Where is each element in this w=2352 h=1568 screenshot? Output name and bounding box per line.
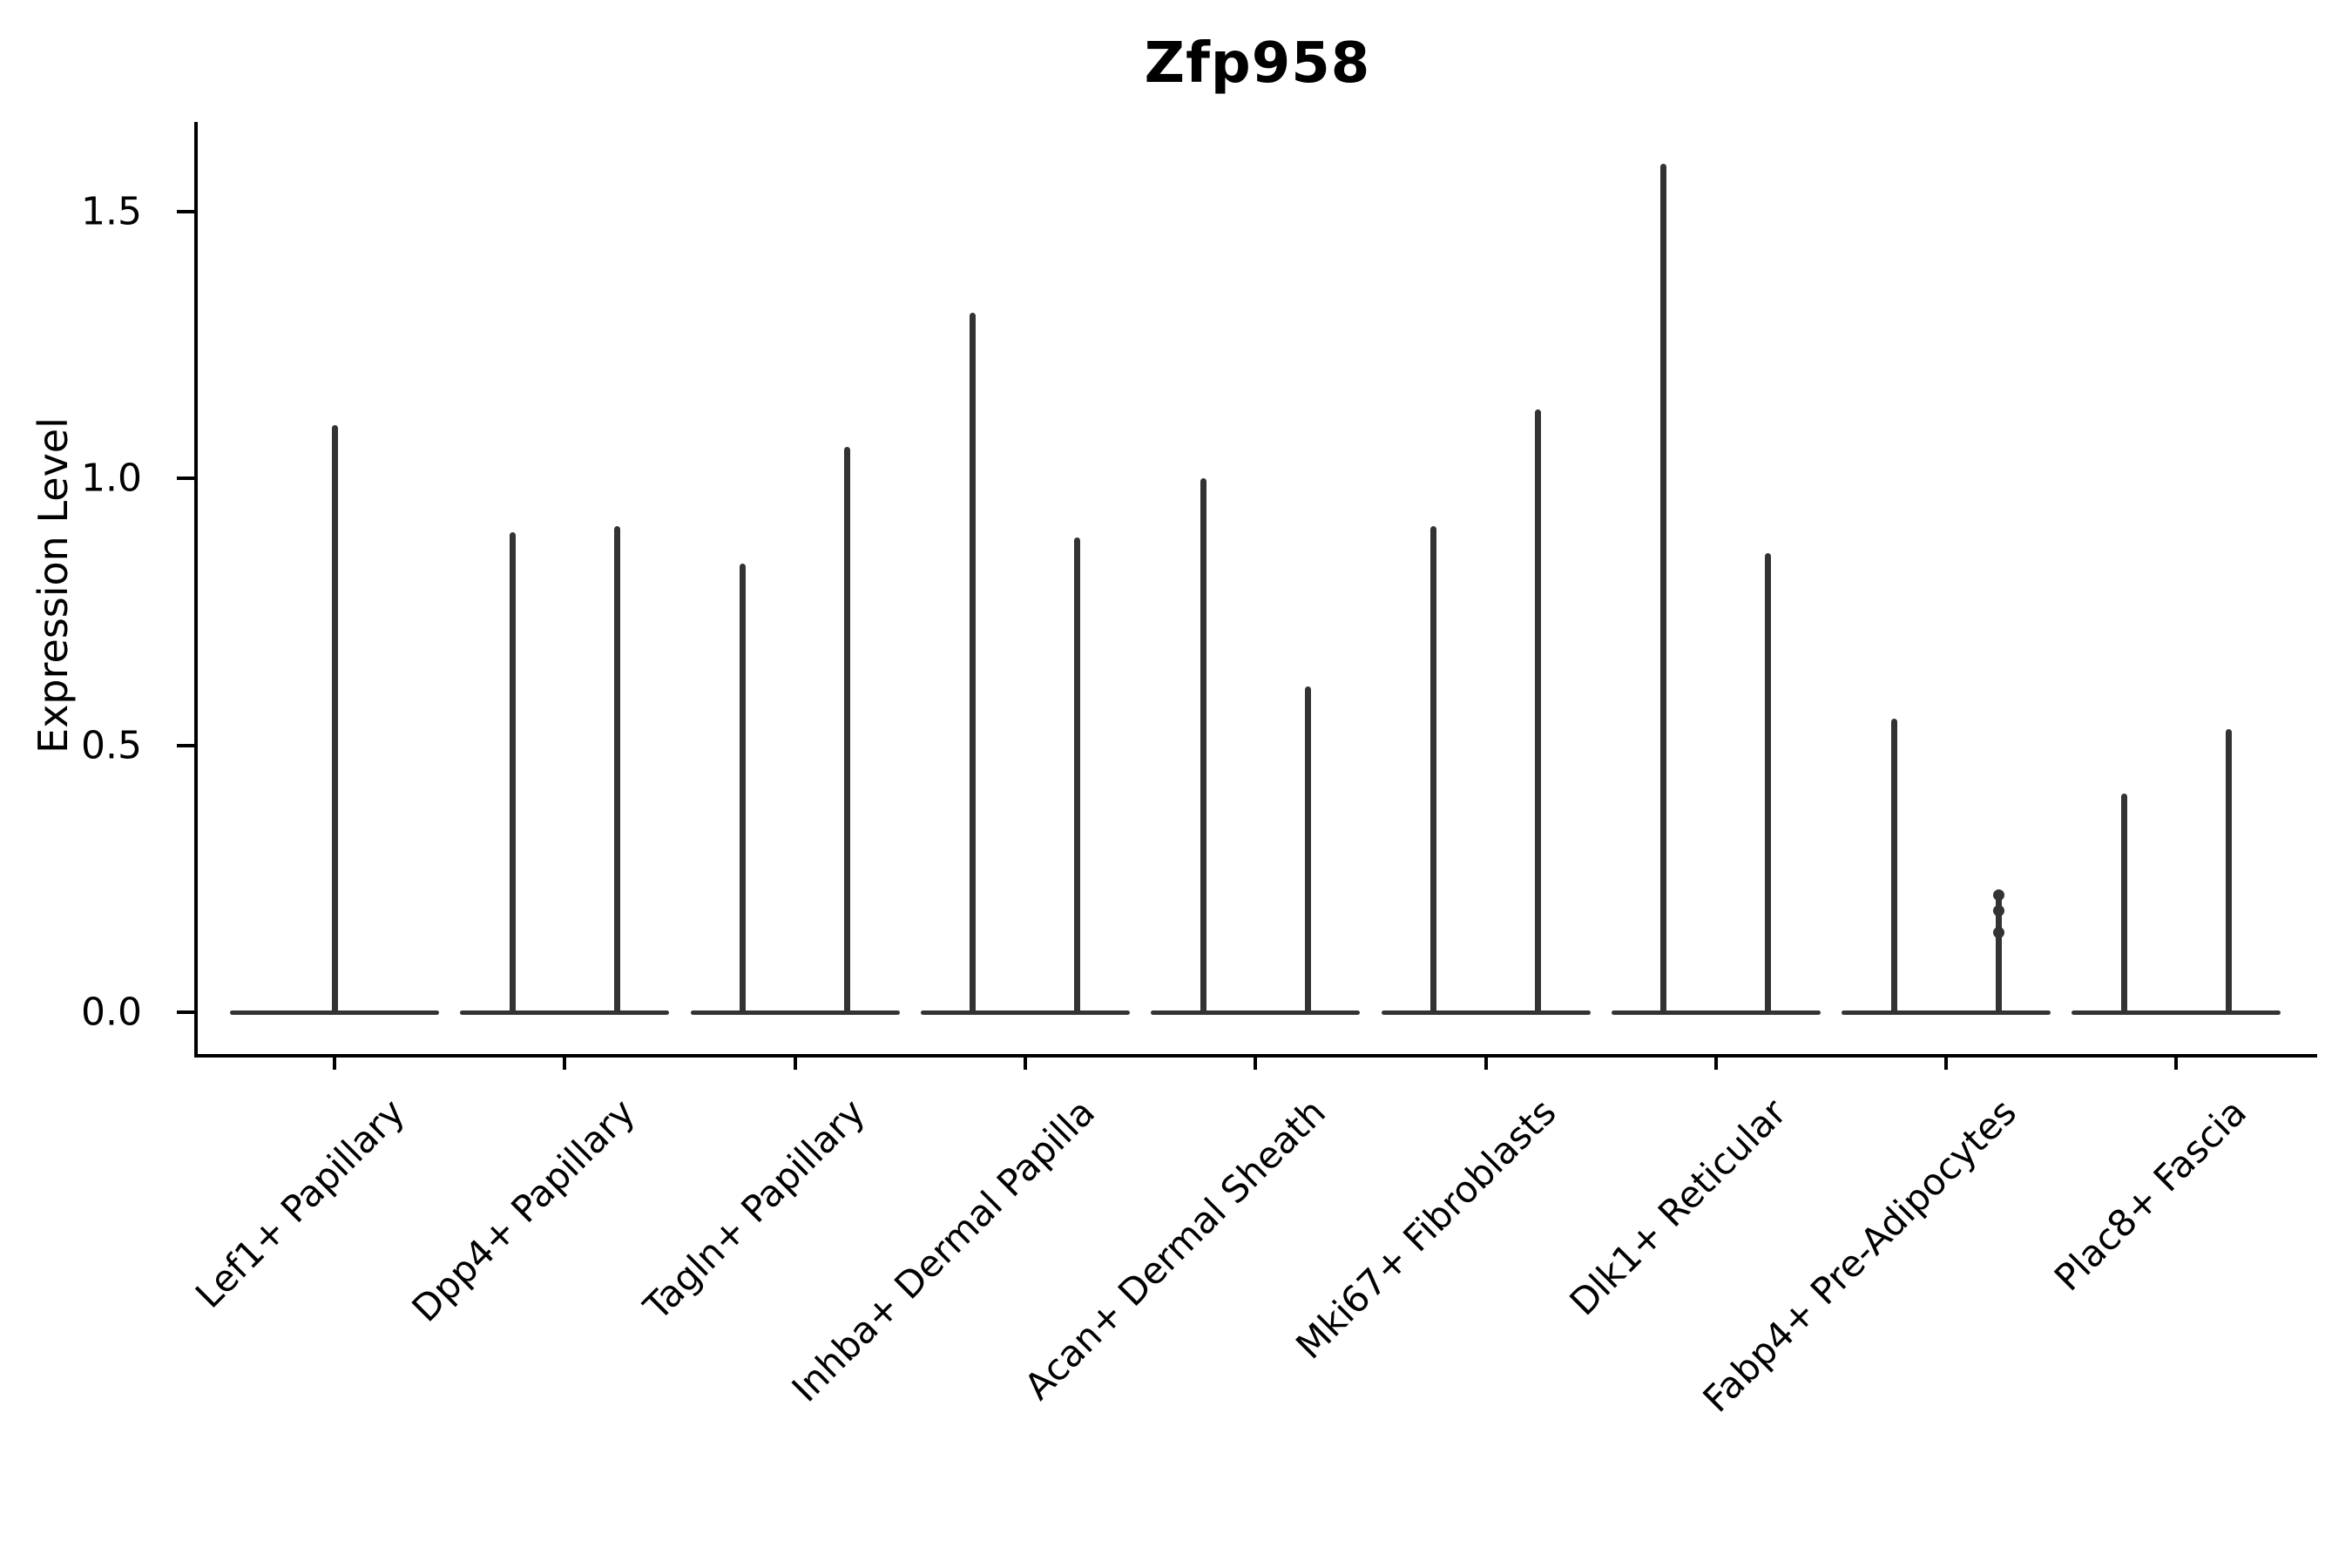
y-tick-mark [177,476,194,481]
violin-spike [2120,793,2127,1014]
violin-baseline [2072,1010,2281,1015]
violin-spike [970,313,977,1014]
x-tick-mark [2174,1058,2179,1070]
expression-point-dot [1992,889,2004,901]
violin-spike [509,531,516,1014]
y-tick-label: 0.5 [81,723,142,768]
x-tick-label: Dlk1+ Reticular [1560,1091,1794,1324]
x-tick-mark [333,1058,336,1070]
x-axis-spine [194,1054,2317,1058]
violin-spike [1890,719,1897,1014]
violin-spike [613,526,620,1014]
violin-baseline [1151,1010,1361,1015]
x-tick-mark [1254,1058,1258,1070]
violin-spike [1430,526,1436,1014]
y-tick-mark [177,743,194,747]
y-tick-label: 1.0 [81,456,142,501]
violin-spike [1995,895,2002,1014]
violin-spike [844,446,851,1014]
y-tick-mark [177,209,194,213]
x-tick-label: Tagln+ Papillary [635,1091,874,1328]
violin-spike [1200,478,1206,1014]
violin-spike [331,425,338,1014]
violin-spike [1765,553,1772,1014]
violin-spike [1074,537,1081,1014]
violin-baseline [920,1010,1130,1015]
x-tick-mark [1944,1058,1949,1070]
violin-baseline [690,1010,900,1015]
y-axis-spine [194,122,198,1058]
violin-spike [740,564,747,1014]
chart-title: Zfp958 [1144,31,1371,96]
violin-baseline [460,1010,670,1015]
violin-spike [1535,409,1541,1014]
x-tick-mark [1713,1058,1718,1070]
x-tick-mark [1023,1058,1027,1070]
expression-point-dot [1992,926,2004,938]
x-tick-mark [563,1058,567,1070]
x-tick-label: Plac8+ Fascia [2045,1091,2255,1300]
y-tick-label: 1.5 [81,189,142,234]
plot-area: 0.0 0.5 1.0 1.5 Lef1+ Papillary Dpp4+ Papill… [81,122,2317,1421]
violin-baseline [1842,1010,2051,1015]
y-tick-label: 0.0 [81,990,142,1035]
violin-baseline [1381,1010,1591,1015]
violin-spike [2225,729,2232,1014]
violin-spike [1304,686,1311,1014]
violin-spike [1660,163,1667,1014]
x-tick-label: Dpp4+ Papillary [403,1091,643,1330]
expression-point-dot [1992,905,2004,917]
x-tick-label: Mki67+ Fibroblasts [1287,1091,1565,1368]
y-tick-mark [177,1010,194,1014]
x-tick-mark [1484,1058,1488,1070]
x-tick-mark [793,1058,797,1070]
x-tick-label: Lef1+ Papillary [186,1091,413,1316]
violin-baseline [1611,1010,1821,1015]
